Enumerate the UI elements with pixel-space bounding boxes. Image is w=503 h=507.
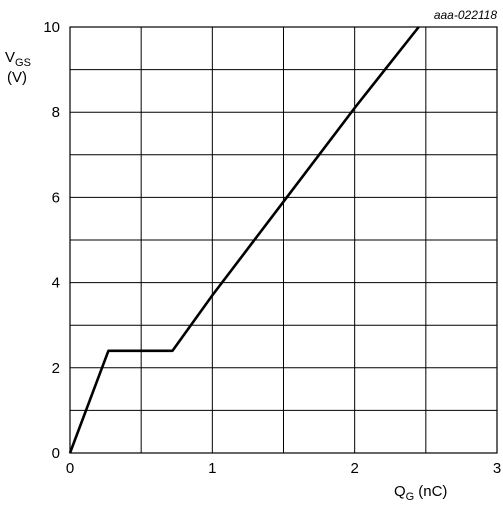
y-tick-label-0: 0 (52, 445, 60, 462)
x-tick-label-0: 0 (66, 460, 74, 477)
x-tick-label-2: 2 (350, 460, 358, 477)
y-axis-unit: (V) (7, 69, 27, 86)
x-axis-unit: (nC) (418, 483, 447, 500)
series-layer (68, 26, 420, 454)
y-tick-label-2: 2 (52, 360, 60, 377)
x-tick-label-1: 1 (208, 460, 216, 477)
y-tick-labels: 0 2 4 6 8 10 (43, 19, 60, 462)
y-tick-label-10: 10 (43, 19, 60, 36)
x-axis-symbol: Q (394, 483, 406, 500)
plot-frame (69, 26, 498, 454)
y-axis-subscript: GS (15, 57, 31, 69)
y-axis-symbol: V (5, 49, 15, 66)
x-tick-labels: 0 1 2 3 (66, 460, 501, 477)
x-axis-subscript: G (406, 491, 415, 503)
x-axis-label: QG (nC) (394, 483, 447, 503)
y-axis-label: VGS (5, 49, 31, 69)
series-line-0 (68, 26, 420, 454)
plot-border (69, 26, 498, 454)
y-tick-label-8: 8 (52, 104, 60, 121)
y-tick-label-6: 6 (52, 189, 60, 206)
y-tick-label-4: 4 (52, 275, 60, 292)
grid (70, 27, 497, 453)
reference-code: aaa-022118 (434, 8, 497, 22)
x-tick-label-3: 3 (493, 460, 501, 477)
